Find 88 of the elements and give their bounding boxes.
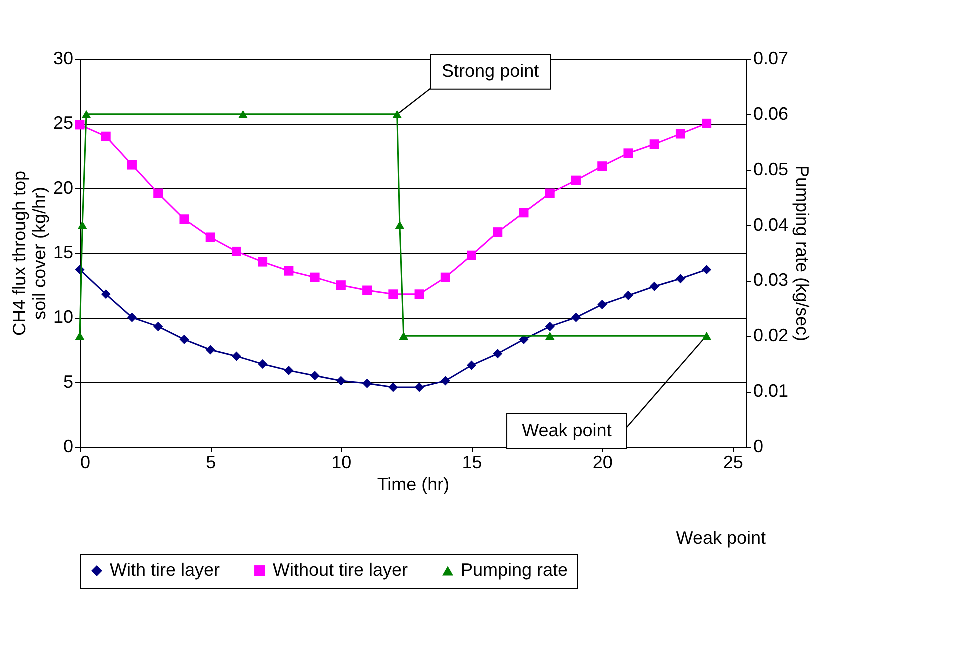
point	[702, 332, 712, 340]
point	[519, 334, 529, 344]
point	[388, 382, 398, 392]
point	[75, 332, 85, 340]
x-tick-label: 20	[592, 452, 613, 472]
point	[336, 280, 346, 290]
x-tick-label: 25	[723, 452, 744, 472]
point	[101, 290, 111, 300]
point	[101, 132, 111, 142]
y-tick-label: 25	[53, 113, 74, 134]
y-tick-label: 10	[53, 307, 74, 328]
annotation: Strong point	[442, 60, 540, 81]
point	[154, 322, 164, 332]
legend-label: Without tire layer	[273, 560, 408, 580]
point	[414, 290, 424, 300]
point	[395, 221, 405, 230]
y2-tick-label: 0.07	[754, 48, 789, 68]
point	[388, 290, 398, 300]
point	[571, 176, 581, 186]
point	[440, 272, 450, 282]
point	[493, 228, 503, 238]
y2-tick-label: 0.05	[754, 159, 789, 180]
y-axis-title: CH4 flux through top soil cover (kg/hr)	[9, 170, 50, 336]
point	[232, 246, 242, 256]
point	[82, 110, 92, 119]
point	[399, 332, 409, 340]
point	[206, 345, 216, 355]
x-tick-label: 5	[206, 452, 216, 472]
y-tick-label: 20	[53, 178, 74, 198]
y2-tick-label: 0.04	[754, 214, 789, 235]
point	[676, 274, 686, 284]
point	[362, 378, 372, 388]
y2-tick-label: 0.03	[754, 270, 789, 290]
point	[440, 376, 450, 386]
point	[545, 188, 555, 198]
point	[467, 250, 477, 260]
point	[284, 266, 294, 276]
point	[702, 265, 712, 275]
x-tick-label: 15	[462, 452, 482, 472]
y2-tick-label: 0	[754, 436, 764, 456]
point	[310, 371, 320, 381]
point	[75, 120, 85, 130]
point	[624, 148, 634, 158]
point	[676, 129, 686, 139]
point	[545, 332, 555, 340]
x-axis-title: Time (hr)	[377, 474, 450, 494]
point	[362, 286, 372, 296]
point	[519, 208, 529, 218]
y-tick-label: 0	[63, 436, 74, 456]
y2-tick-label: 0.01	[754, 381, 789, 402]
point	[336, 376, 346, 386]
point	[392, 110, 402, 119]
point	[154, 188, 164, 198]
y-tick-label: 15	[53, 242, 74, 262]
point	[650, 140, 660, 150]
annotation: Weak point	[522, 420, 612, 440]
point	[650, 282, 660, 292]
y2-tick-label: 0.06	[754, 104, 789, 124]
point	[127, 160, 137, 170]
legend-label: With tire layer	[110, 560, 220, 580]
point	[702, 118, 712, 128]
point	[180, 214, 190, 224]
point	[571, 312, 581, 322]
point	[127, 312, 137, 322]
text: Weak point	[676, 528, 766, 548]
y-tick-label: 5	[63, 372, 74, 392]
point	[545, 322, 555, 332]
point	[258, 359, 268, 369]
point	[598, 300, 608, 310]
point	[238, 110, 248, 119]
point	[232, 352, 242, 362]
point	[258, 257, 268, 267]
point	[78, 221, 88, 230]
x-tick-label: 10	[332, 452, 352, 472]
y2-tick-label: 0.02	[754, 326, 789, 346]
x-tick-label: 0	[80, 452, 91, 472]
point	[310, 272, 320, 282]
y2-axis-title: Pumping rate (kg/sec)	[792, 165, 813, 342]
point	[467, 360, 477, 370]
point	[493, 349, 503, 359]
point	[414, 382, 424, 392]
point	[206, 232, 216, 242]
y-tick-label: 30	[53, 48, 74, 68]
point	[180, 334, 190, 344]
legend-label: Pumping rate	[461, 560, 568, 580]
point	[284, 366, 294, 376]
point	[624, 290, 634, 300]
point	[598, 162, 608, 172]
